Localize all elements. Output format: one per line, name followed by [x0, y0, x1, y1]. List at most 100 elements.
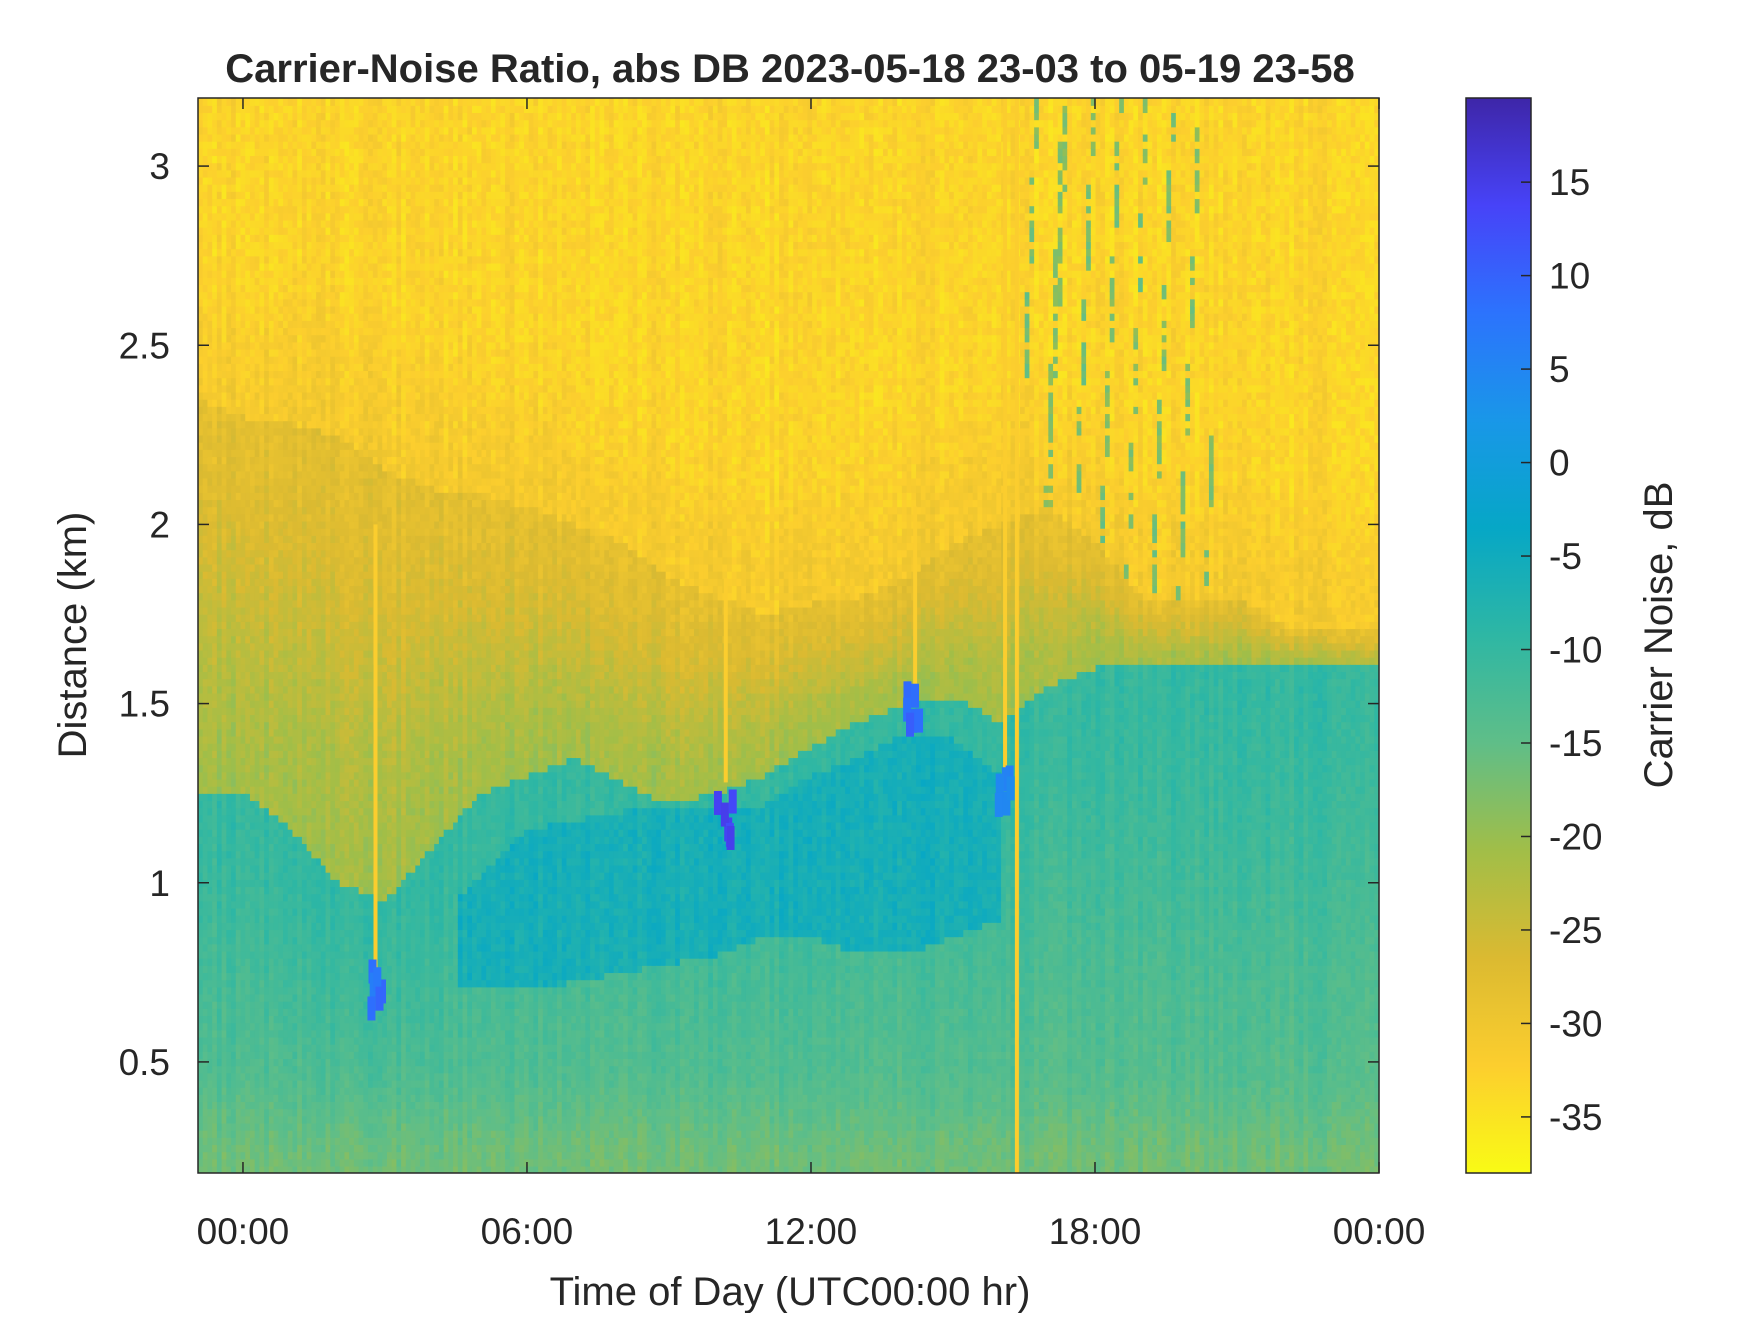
heatmap-cell — [302, 772, 307, 780]
heatmap-cell — [203, 1066, 208, 1074]
heatmap-cell — [264, 528, 269, 536]
heatmap-cell — [245, 1023, 250, 1031]
heatmap-cell — [203, 514, 208, 522]
heatmap-cell — [212, 514, 217, 522]
heatmap-cell — [203, 686, 208, 694]
heatmap-cell — [226, 793, 231, 801]
heatmap-cell — [255, 1073, 260, 1081]
heatmap-cell — [255, 829, 260, 837]
heatmap-cell — [250, 915, 255, 923]
heatmap-cell — [222, 327, 227, 335]
heatmap-cell — [222, 299, 227, 307]
heatmap-cell — [198, 112, 203, 120]
heatmap-cell — [250, 141, 255, 149]
heatmap-cell — [250, 1023, 255, 1031]
heatmap-cell — [278, 256, 283, 264]
heatmap-cell — [288, 700, 293, 708]
heatmap-cell — [198, 750, 203, 758]
heatmap-cell — [259, 1001, 264, 1009]
heatmap-cell — [222, 148, 227, 156]
heatmap-cell — [207, 1087, 212, 1095]
heatmap-cell — [212, 478, 217, 486]
heatmap-cell — [226, 299, 231, 307]
heatmap-cell — [198, 306, 203, 314]
heatmap-cell — [231, 514, 236, 522]
heatmap-cell — [259, 220, 264, 228]
heatmap-cell — [231, 442, 236, 450]
heatmap-cell — [274, 937, 279, 945]
heatmap-cell — [264, 220, 269, 228]
heatmap-cell — [231, 994, 236, 1002]
heatmap-cell — [222, 1023, 227, 1031]
heatmap-cell — [207, 292, 212, 300]
heatmap-cell — [274, 521, 279, 529]
heatmap-cell — [255, 471, 260, 479]
heatmap-cell — [269, 815, 274, 823]
heatmap-cell — [278, 621, 283, 629]
heatmap-cell — [203, 349, 208, 357]
heatmap-cell — [241, 944, 246, 952]
heatmap-cell — [222, 1159, 227, 1167]
heatmap-cell — [274, 815, 279, 823]
heatmap-cell — [222, 1144, 227, 1152]
heatmap-cell — [288, 112, 293, 120]
heatmap-cell — [203, 284, 208, 292]
heatmap-cell — [307, 1080, 312, 1088]
heatmap-cell — [231, 786, 236, 794]
heatmap-cell — [274, 793, 279, 801]
heatmap-cell — [269, 1030, 274, 1038]
heatmap-cell — [259, 306, 264, 314]
heatmap-cell — [274, 879, 279, 887]
heatmap-cell — [203, 413, 208, 421]
heatmap-cell — [250, 220, 255, 228]
heatmap-cell — [302, 155, 307, 163]
heatmap-cell — [297, 829, 302, 837]
heatmap-cell — [217, 184, 222, 192]
heatmap-cell — [212, 206, 217, 214]
heatmap-cell — [259, 571, 264, 579]
heatmap-cell — [259, 471, 264, 479]
heatmap-cell — [292, 564, 297, 572]
heatmap-cell — [297, 614, 302, 622]
heatmap-cell — [198, 593, 203, 601]
heatmap-cell — [297, 793, 302, 801]
heatmap-cell — [269, 1037, 274, 1045]
heatmap-cell — [245, 944, 250, 952]
heatmap-cell — [207, 564, 212, 572]
heatmap-cell — [307, 256, 312, 264]
heatmap-cell — [269, 585, 274, 593]
heatmap-cell — [255, 908, 260, 916]
heatmap-cell — [231, 198, 236, 206]
heatmap-cell — [231, 1037, 236, 1045]
heatmap-cell — [302, 1116, 307, 1124]
heatmap-cell — [307, 1159, 312, 1167]
heatmap-cell — [222, 1030, 227, 1038]
heatmap-cell — [241, 464, 246, 472]
heatmap-cell — [217, 886, 222, 894]
heatmap-cell — [226, 127, 231, 135]
heatmap-cell — [264, 256, 269, 264]
heatmap-cell — [226, 378, 231, 386]
heatmap-cell — [250, 112, 255, 120]
heatmap-cell — [278, 464, 283, 472]
heatmap-cell — [231, 944, 236, 952]
heatmap-cell — [259, 765, 264, 773]
heatmap-cell — [302, 765, 307, 773]
heatmap-cell — [297, 127, 302, 135]
heatmap-cell — [264, 693, 269, 701]
heatmap-cell — [259, 843, 264, 851]
heatmap-cell — [255, 335, 260, 343]
heatmap-cell — [302, 1109, 307, 1117]
heatmap-cell — [255, 722, 260, 730]
heatmap-cell — [288, 542, 293, 550]
heatmap-cell — [283, 191, 288, 199]
heatmap-cell — [288, 736, 293, 744]
heatmap-cell — [292, 1137, 297, 1145]
heatmap-cell — [259, 1023, 264, 1031]
heatmap-cell — [231, 650, 236, 658]
heatmap-cell — [274, 614, 279, 622]
heatmap-cell — [302, 1058, 307, 1066]
heatmap-cell — [203, 1087, 208, 1095]
heatmap-cell — [307, 134, 312, 142]
heatmap-cell — [241, 1094, 246, 1102]
